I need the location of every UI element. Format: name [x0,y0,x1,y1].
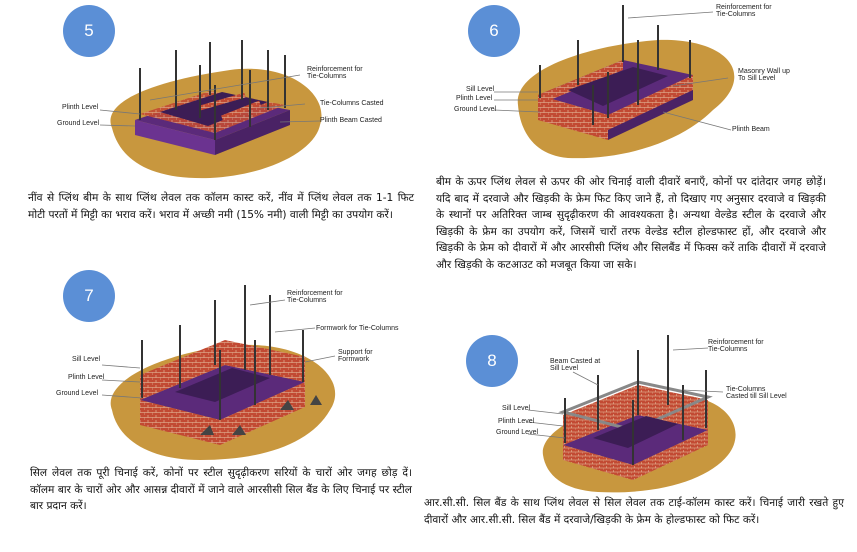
step-5-label-plinth-level: Plinth Level [62,104,99,111]
step-8-label-beam-casted: Beam Casted at Sill Level [550,358,601,372]
step-8-label-plinth-level: Plinth Level [498,418,535,425]
step-5-panel: 5 Reinforcement for Tie-C [0,0,428,270]
step-6-illustration [493,5,735,159]
step-6-label-plinth-beam: Plinth Beam [732,126,770,133]
step-8-label-reinforcement: Reinforcement for Tie-Columns [708,339,764,353]
step-8-label-ground-level: Ground Level [496,429,539,436]
step-5-label-ground-level: Ground Level [57,120,100,127]
step-6-label-masonry-wall: Masonry Wall up To Sill Level [738,68,790,82]
step-7-label-sill-level: Sill Level [72,356,101,363]
step-8-illustration [527,335,736,493]
step-8-description: आर.सी.सी. सिल बैंड के साथ प्लिंथ लेवल से… [424,497,844,526]
step-7-panel: 7 [0,270,428,552]
step-5-label-reinforcement: Reinforcement for Tie-Columns [307,66,363,80]
step-8-label-tie-columns-casted: Tie-Columns Casted till Sill Level [726,386,787,400]
step-7-label-plinth-level: Plinth Level [68,374,105,381]
step-6-label-sill-level: Sill Level [466,86,495,93]
step-6-label-ground-level: Ground Level [454,106,497,113]
step-7-label-formwork: Formwork for Tie-Columns [316,325,399,332]
step-5-label-tie-columns-casted: Tie-Columns Casted [320,100,384,107]
step-6-description: बीम के ऊपर प्लिंथ लेवल से ऊपर की ओर चिना… [436,176,827,271]
step-5-label-plinth-beam-casted: Plinth Beam Casted [320,117,382,124]
step-5-description: नींव से प्लिंथ बीम के साथ प्लिंथ लेवल तक… [28,192,414,221]
step-6-label-plinth-level: Plinth Level [456,95,493,102]
step-5-illustration [99,40,322,179]
step-7-description: सिल लेवल तक पूरी चिनाई करें, कोनों पर स्… [30,467,412,513]
step-7-illustration [101,285,336,460]
step-7-label-ground-level: Ground Level [56,390,99,397]
step-6-badge: 6 [468,5,520,57]
step-7-label-reinforcement: Reinforcement for Tie-Columns [287,290,343,304]
step-8-label-sill-level: Sill Level [502,405,531,412]
step-7-label-support: Support for Formwork [338,349,373,363]
step-6-panel: 6 Reinforcement for Tie-C [428,0,857,330]
step-7-badge: 7 [63,270,115,322]
step-6-label-reinforcement: Reinforcement for Tie-Columns [716,4,772,18]
step-5-badge: 5 [63,5,115,57]
step-8-panel: 8 Beam Casted at Sil [424,330,857,552]
step-8-badge: 8 [466,335,518,387]
